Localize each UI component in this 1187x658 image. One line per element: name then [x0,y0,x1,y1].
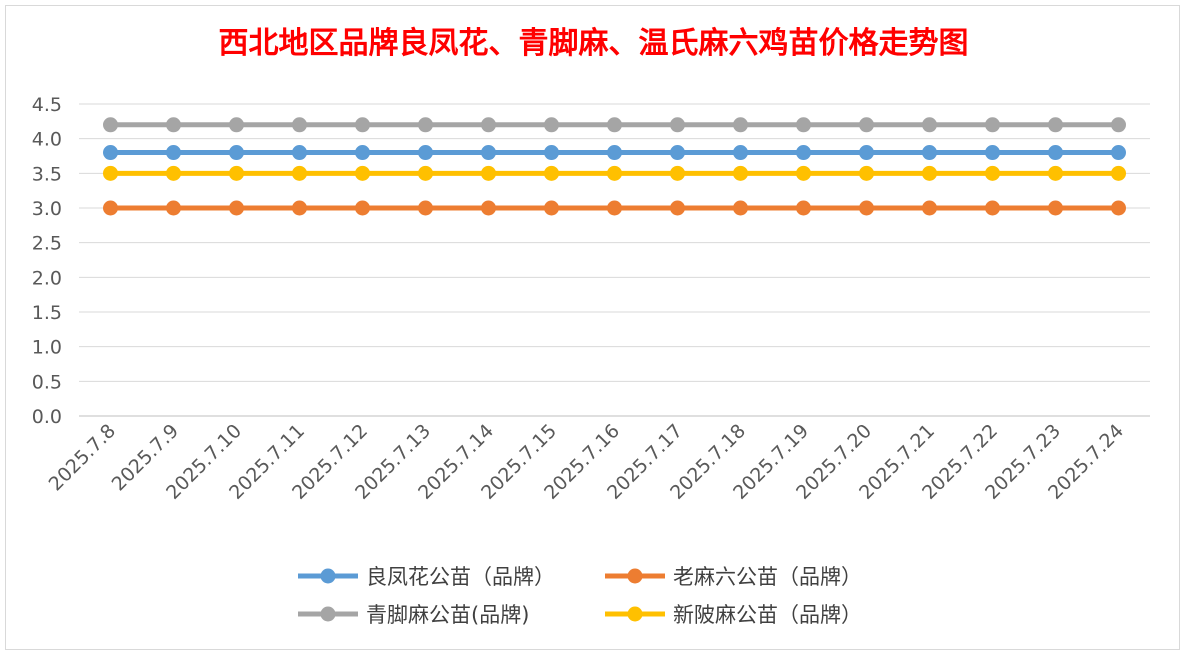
data-point [922,200,937,216]
y-tick-label: 3.0 [32,198,62,220]
data-point [229,200,244,216]
data-point [544,165,559,181]
data-point [544,145,559,161]
legend-swatch-marker [627,568,643,584]
data-point [418,117,433,133]
data-point [355,145,370,161]
data-point [607,200,622,216]
data-point [166,200,181,216]
data-point [166,165,181,181]
data-point [670,145,685,161]
data-point [1111,117,1126,133]
data-point [103,117,118,133]
legend-swatch-marker [627,606,643,622]
data-point [922,117,937,133]
data-point [607,145,622,161]
data-point [292,145,307,161]
data-point [418,145,433,161]
legend-swatch-marker [320,606,336,622]
data-point [355,117,370,133]
y-tick-label: 1.0 [32,337,62,359]
data-point [859,117,874,133]
data-point [355,200,370,216]
data-point [733,117,748,133]
data-point [418,200,433,216]
data-point [1111,200,1126,216]
data-point [481,145,496,161]
data-point [292,117,307,133]
y-tick-label: 0.0 [32,406,62,428]
x-axis-ticks: 2025.7.82025.7.92025.7.102025.7.112025.7… [45,420,1128,504]
y-tick-label: 2.0 [32,267,62,289]
data-point [166,117,181,133]
data-point [796,145,811,161]
data-point [1111,165,1126,181]
data-point [229,145,244,161]
y-tick-label: 4.0 [32,129,62,151]
data-point [544,200,559,216]
legend: 良凤花公苗（品牌） 老麻六公苗（品牌） 青脚麻公苗(品牌) 新陂麻公苗（品牌） [298,565,862,627]
data-point [607,165,622,181]
data-point [481,200,496,216]
data-point [1048,145,1063,161]
data-point [355,165,370,181]
data-point [985,200,1000,216]
legend-entry-label: 青脚麻公苗(品牌) [366,603,529,627]
data-point [418,165,433,181]
data-point [859,145,874,161]
data-point [985,145,1000,161]
data-point [103,165,118,181]
data-point [103,145,118,161]
legend-entry-label: 新陂麻公苗（品牌） [673,603,862,627]
data-point [1048,200,1063,216]
y-tick-label: 0.5 [32,371,62,393]
data-point [670,200,685,216]
y-tick-label: 3.5 [32,163,62,185]
data-point [670,165,685,181]
data-point [544,117,559,133]
y-axis-ticks: 0.0 0.5 1.0 1.5 2.0 2.5 3.0 3.5 4.0 4.5 [32,94,62,428]
data-point [733,165,748,181]
data-point [922,165,937,181]
data-point [670,117,685,133]
data-point [607,117,622,133]
data-point [481,117,496,133]
data-point [292,200,307,216]
data-point [985,117,1000,133]
y-tick-label: 1.5 [32,302,62,324]
data-point [733,200,748,216]
chart-frame [5,5,1180,650]
y-tick-label: 2.5 [32,233,62,255]
chart-title: 西北地区品牌良凤花、青脚麻、温氏麻六鸡苗价格走势图 [218,26,969,61]
data-point [859,165,874,181]
legend-entry-label: 良凤花公苗（品牌） [366,565,555,589]
x-tick-label: 2025.7.8 [45,420,120,495]
legend-entry-label: 老麻六公苗（品牌） [673,565,862,589]
data-point [229,165,244,181]
data-point [166,145,181,161]
data-point [1048,165,1063,181]
y-tick-label: 4.5 [32,94,62,116]
series-group [103,117,1126,216]
data-point [481,165,496,181]
data-point [292,165,307,181]
data-point [859,200,874,216]
data-point [796,200,811,216]
data-point [985,165,1000,181]
data-point [1111,145,1126,161]
data-point [1048,117,1063,133]
legend-swatch-marker [320,568,336,584]
data-point [103,200,118,216]
data-point [229,117,244,133]
data-point [733,145,748,161]
data-point [922,145,937,161]
data-point [796,165,811,181]
data-point [796,117,811,133]
